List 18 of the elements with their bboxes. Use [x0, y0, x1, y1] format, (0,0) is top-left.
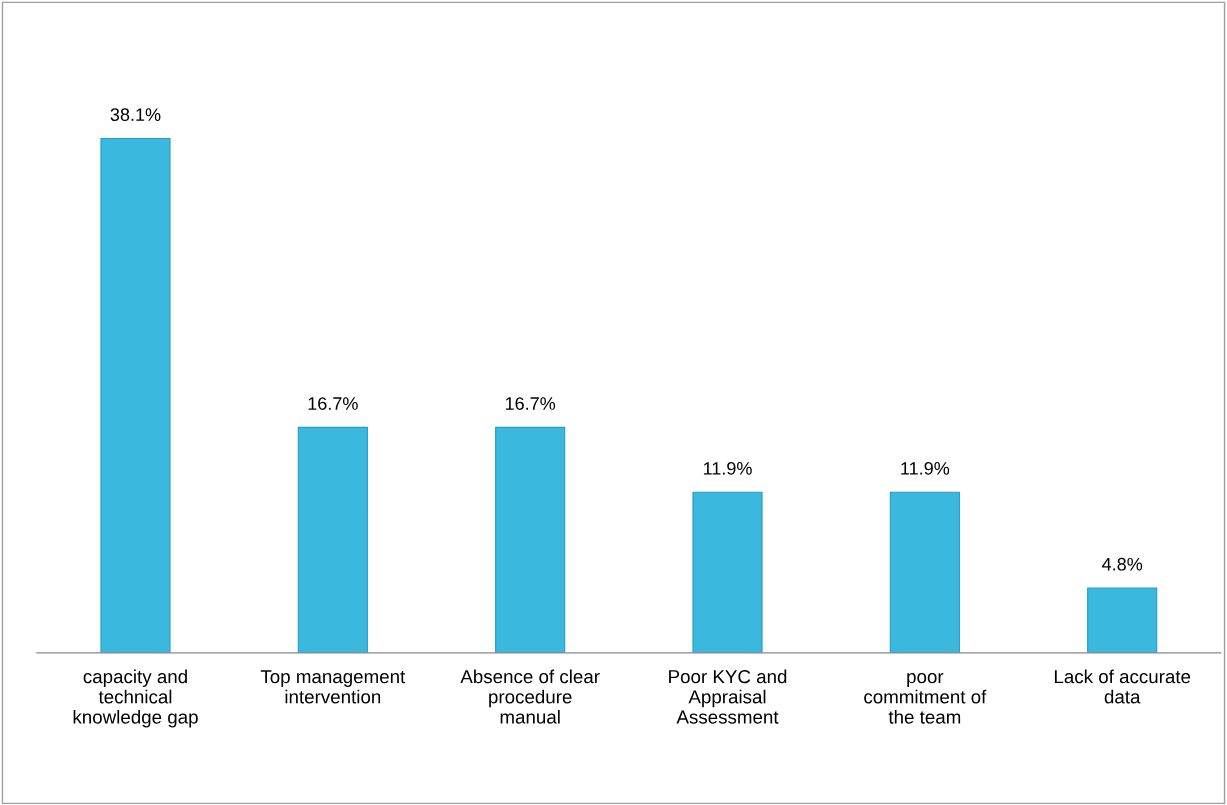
x-tick-label: Poor KYC and Appraisal Assessment	[669, 669, 787, 724]
data-label: 11.9%	[703, 461, 752, 475]
x-tick-label: Top management intervention	[260, 670, 406, 704]
data-label: 4.8%	[1102, 557, 1143, 571]
bar	[495, 426, 566, 653]
x-tick-label: poor commitment of the team	[864, 673, 987, 724]
x-tick-label: Absence of clear procedure manual	[460, 669, 600, 724]
bar	[297, 426, 368, 653]
data-label: 16.7%	[308, 397, 358, 410]
data-label: 38.1%	[110, 108, 161, 121]
data-label: 11.9%	[901, 461, 950, 475]
x-tick-label: capacity and technical knowledge gap	[73, 669, 198, 728]
x-tick-label: Lack of accurate data	[1054, 669, 1191, 704]
data-label: 16.7%	[505, 397, 556, 410]
bar	[889, 491, 960, 653]
bar	[692, 491, 763, 653]
bar	[1087, 587, 1158, 653]
bar	[100, 137, 171, 653]
